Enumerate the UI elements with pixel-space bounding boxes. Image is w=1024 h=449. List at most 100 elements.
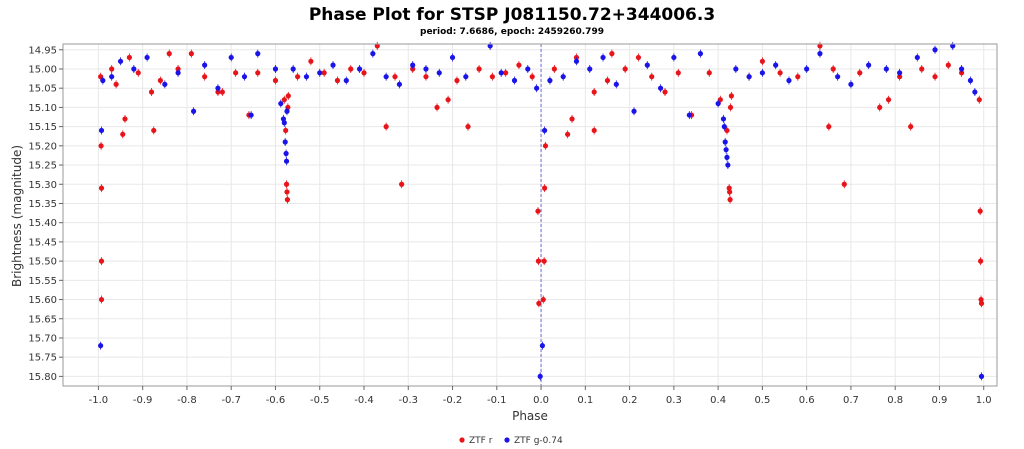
x-tick-label: -0.3 <box>399 395 419 406</box>
data-point-ztf-g <box>723 147 729 153</box>
data-point-ztf-g <box>613 81 619 87</box>
plot-area-frame <box>62 43 998 387</box>
x-tick-label: 0.7 <box>843 395 859 406</box>
data-point-ztf-g <box>950 43 956 49</box>
data-point-ztf-g <box>281 120 287 126</box>
data-point-ztf-g <box>560 74 566 80</box>
data-point-ztf-r <box>98 185 105 191</box>
x-tick-label: 0.6 <box>799 395 815 406</box>
data-point-ztf-g <box>587 66 593 72</box>
x-tick-label: 0.0 <box>533 395 549 406</box>
data-point-ztf-r <box>98 74 104 80</box>
y-tick-label: 15.30 <box>28 180 57 191</box>
data-point-ztf-g <box>932 47 938 53</box>
data-point-ztf-g <box>98 343 104 349</box>
x-axis-label: Phase <box>512 409 548 423</box>
y-tick-label: 15.75 <box>28 353 57 364</box>
data-point-ztf-r <box>285 93 291 99</box>
y-tick-label: 15.65 <box>28 314 57 325</box>
data-point-ztf-r <box>978 300 985 306</box>
data-point-ztf-g <box>290 66 296 72</box>
data-point-ztf-g <box>686 112 692 118</box>
data-point-ztf-r <box>98 296 105 303</box>
x-tick-label: 1.0 <box>976 395 992 406</box>
data-point-ztf-g <box>866 62 872 68</box>
data-point-ztf-g <box>534 85 540 91</box>
data-point-ztf-r <box>662 89 668 95</box>
data-point-ztf-g <box>721 124 727 130</box>
y-tick-label: 15.45 <box>28 237 57 248</box>
data-point-ztf-g <box>671 54 677 61</box>
data-point-ztf-g <box>724 154 730 160</box>
data-point-ztf-g <box>100 77 106 84</box>
data-point-ztf-r <box>635 54 642 61</box>
data-point-ztf-r <box>724 127 730 134</box>
y-tick-label: 15.60 <box>28 295 57 306</box>
data-point-ztf-g <box>202 62 208 68</box>
data-point-ztf-g <box>697 51 704 57</box>
data-point-ztf-r <box>516 62 522 68</box>
legend-label-ztf-g: ZTF g-0.74 <box>514 436 563 446</box>
x-tick-label: -0.4 <box>354 395 374 406</box>
data-point-ztf-r <box>978 296 984 303</box>
data-point-ztf-g <box>330 62 336 68</box>
data-point-ztf-g <box>547 77 553 84</box>
data-point-ztf-g <box>162 81 168 87</box>
data-point-ztf-r <box>445 97 451 103</box>
data-point-ztf-g <box>786 77 792 84</box>
legend-marker-ztf-r <box>459 437 465 443</box>
data-point-ztf-g <box>511 77 518 84</box>
data-point-ztf-r <box>148 89 155 95</box>
data-point-ztf-r <box>308 58 314 64</box>
x-tick-label: -0.5 <box>310 395 330 406</box>
data-point-ztf-r <box>649 74 655 80</box>
data-point-ztf-g <box>498 70 504 76</box>
data-point-ztf-r <box>908 124 914 130</box>
data-points-layer <box>98 41 985 381</box>
y-tick-label: 15.25 <box>28 161 57 172</box>
data-point-ztf-g <box>746 74 752 80</box>
grid <box>63 44 997 386</box>
data-point-ztf-g <box>631 108 637 114</box>
data-point-ztf-g <box>383 74 389 80</box>
data-point-ztf-r <box>334 77 341 84</box>
data-point-ztf-r <box>759 58 765 64</box>
data-point-ztf-g <box>228 54 234 61</box>
data-point-ztf-g <box>248 112 254 118</box>
data-point-ztf-r <box>465 124 471 130</box>
data-point-ztf-r <box>122 116 128 122</box>
data-point-ztf-g <box>109 74 115 80</box>
data-point-ztf-g <box>722 139 728 145</box>
chart-subtitle: period: 7.6686, epoch: 2459260.799 <box>420 27 604 37</box>
x-tick-label: 0.5 <box>754 395 770 406</box>
data-point-ztf-r <box>281 97 287 103</box>
data-point-ztf-r <box>361 70 367 76</box>
data-point-ztf-r <box>423 74 429 80</box>
data-point-ztf-g <box>487 43 493 49</box>
data-point-ztf-r <box>542 143 549 149</box>
data-point-ztf-g <box>773 62 779 68</box>
data-point-ztf-r <box>877 104 883 111</box>
data-point-ztf-r <box>392 74 398 80</box>
data-point-ztf-r <box>945 62 951 68</box>
data-point-ztf-g <box>423 66 429 72</box>
data-point-ztf-g <box>897 70 903 76</box>
data-point-ztf-r <box>565 131 571 137</box>
x-tick-label: 0.2 <box>622 395 638 406</box>
x-tick-label: 0.3 <box>666 395 682 406</box>
data-point-ztf-g <box>283 150 289 157</box>
data-point-ztf-g <box>283 158 290 164</box>
data-point-ztf-r <box>604 77 611 84</box>
x-tick-label: 0.9 <box>932 395 948 406</box>
data-point-ztf-g <box>282 139 288 145</box>
data-point-ztf-r <box>284 189 290 195</box>
data-point-ztf-g <box>539 343 545 349</box>
x-tick-label: -0.2 <box>443 395 463 406</box>
x-tick-label: 0.8 <box>887 395 903 406</box>
data-point-ztf-g <box>356 66 363 72</box>
data-point-ztf-g <box>644 62 650 68</box>
x-tick-label: -0.7 <box>221 395 241 406</box>
legend-label-ztf-r: ZTF r <box>469 436 493 446</box>
data-point-ztf-g <box>117 58 124 64</box>
x-tick-label: -0.8 <box>177 395 197 406</box>
